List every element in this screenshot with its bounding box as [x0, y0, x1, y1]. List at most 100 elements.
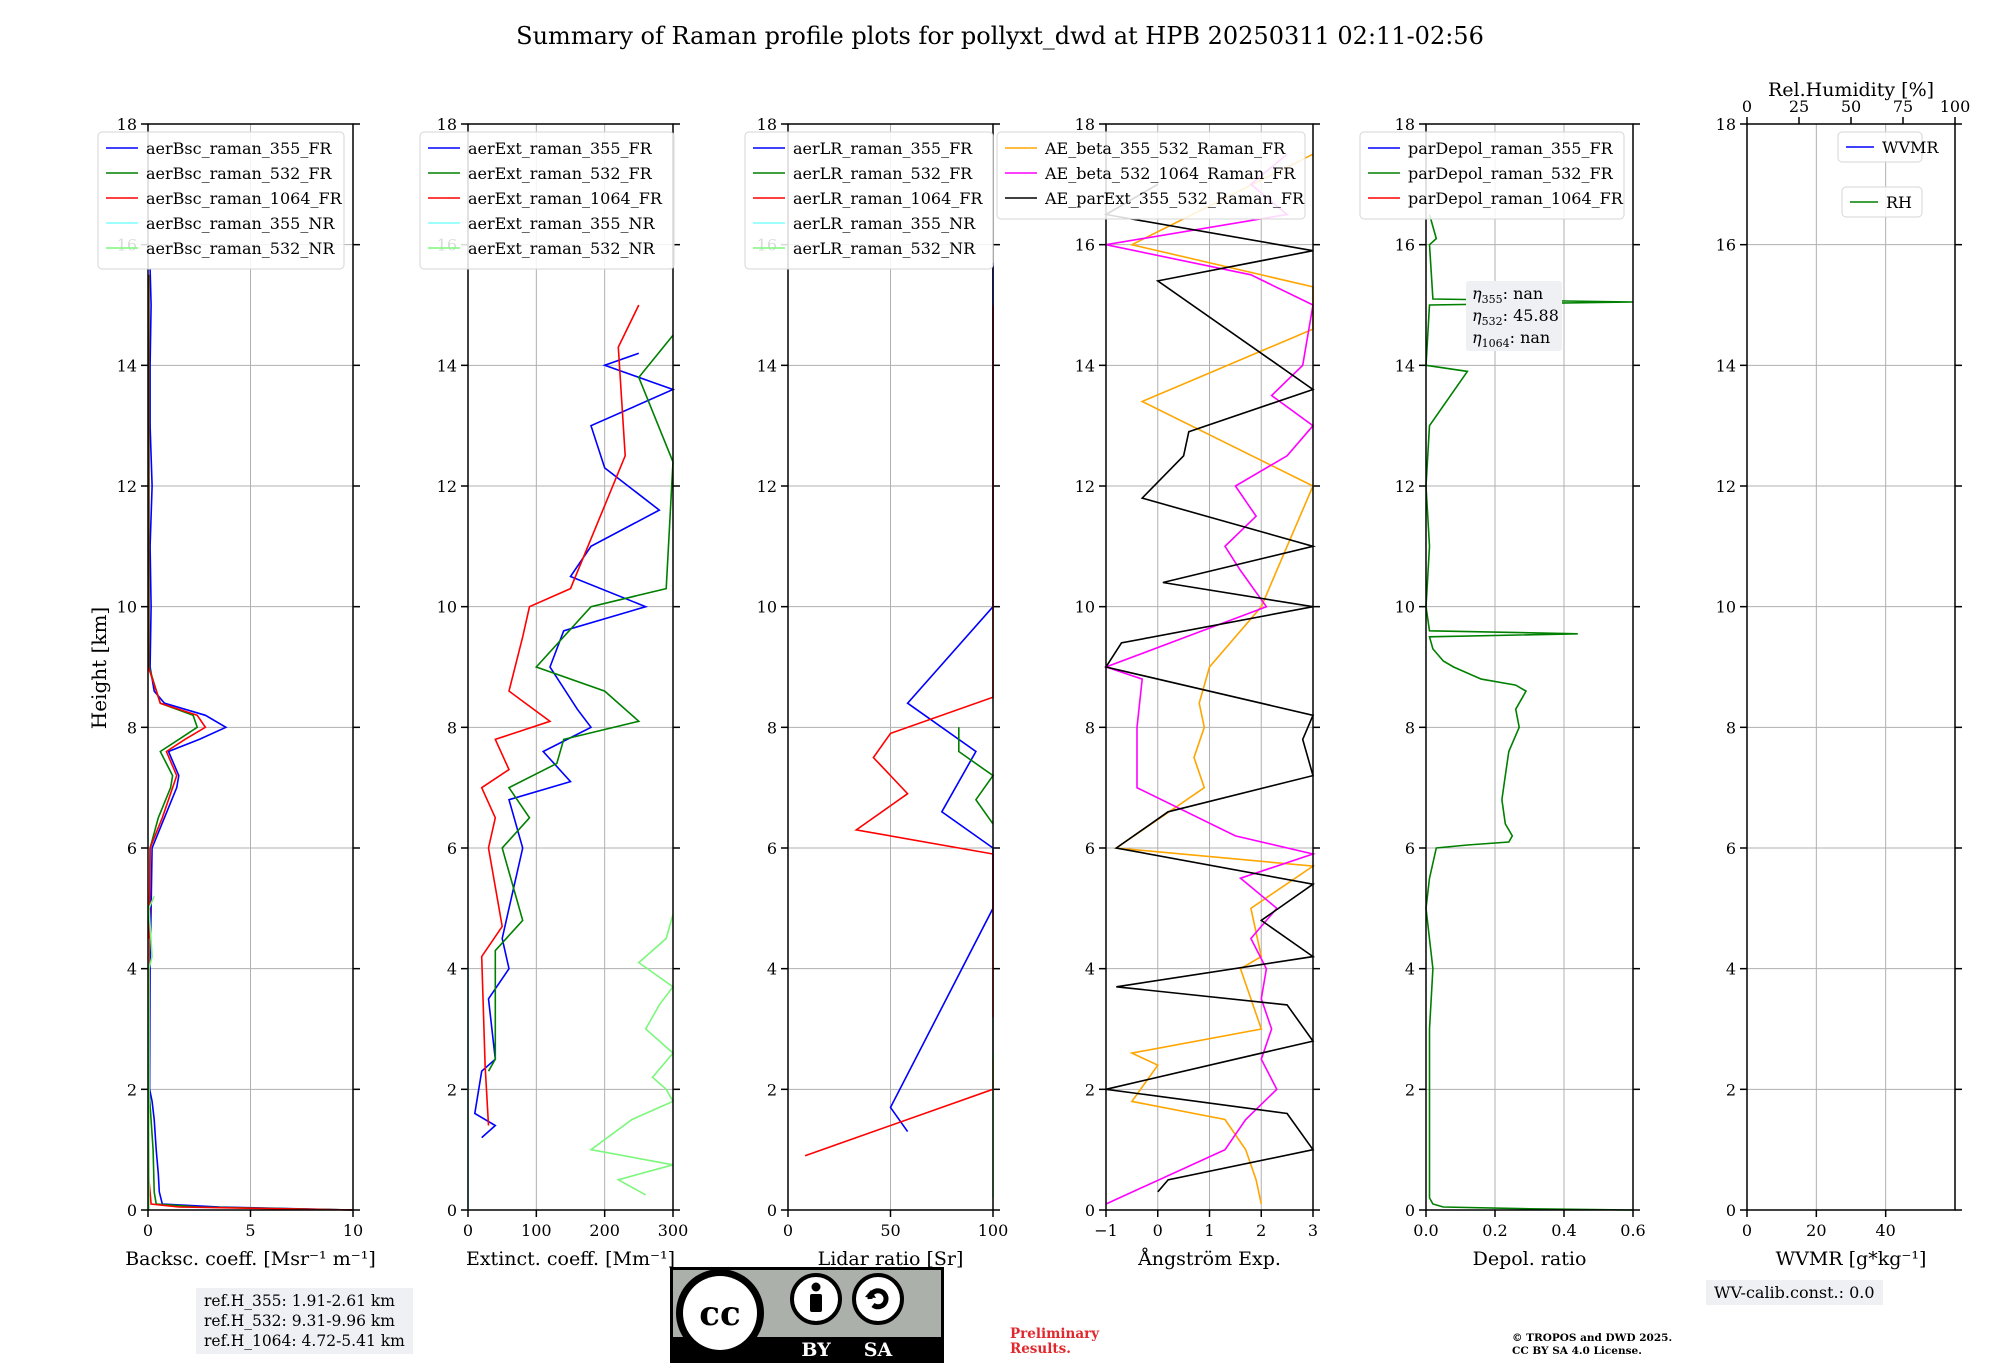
x-tick-label: 0.6	[1620, 1221, 1645, 1240]
series-line-aerBsc_raman_532_NR	[148, 895, 155, 1210]
y-tick-label: 6	[1726, 839, 1736, 858]
y-tick-label: 0	[767, 1201, 777, 1220]
legend-label: aerLR_raman_355_FR	[793, 139, 973, 158]
panel-6: 0 2 4 6 8 10 12 14 16 18 0 20 40 WVMR [g*kg⁻¹] 0 25 50 75…	[1716, 79, 1971, 1270]
plot-frame	[1746, 123, 1956, 1211]
y-tick-label: 0	[1405, 1201, 1415, 1220]
eta-box	[1466, 281, 1562, 351]
x-tick-label: 20	[1806, 1221, 1826, 1240]
series-line-aerLR_raman_532_FR	[957, 727, 995, 825]
y-tick-label: 18	[1395, 115, 1415, 134]
x2-tick-label: 0	[1742, 97, 1752, 116]
legend-label: aerLR_raman_532_FR	[793, 164, 973, 183]
x-tick-label: 0.4	[1551, 1221, 1576, 1240]
x-tick-label: 0	[1153, 1221, 1163, 1240]
legend-label: aerExt_raman_355_NR	[468, 214, 656, 233]
x-axis-label: Extinct. coeff. [Mm⁻¹]	[466, 1248, 675, 1270]
legend-box	[1837, 131, 1923, 163]
legend-label: aerLR_raman_1064_FR	[793, 189, 983, 208]
legend-label: aerExt_raman_355_FR	[468, 139, 653, 158]
x-tick-label: 0.0	[1413, 1221, 1438, 1240]
y-tick-label: 14	[1075, 356, 1095, 375]
legend-box	[419, 131, 675, 270]
cc-icon: cc BY SA	[670, 1267, 944, 1363]
y-tick-label: 14	[117, 356, 137, 375]
ref-height-532: ref.H_532: 9.31-9.96 km	[204, 1312, 395, 1330]
legend-label: AE_beta_355_532_Raman_FR	[1044, 139, 1286, 158]
preliminary-line-2: Results.	[1010, 1341, 1071, 1357]
panel-5: 0 2 4 6 8 10 12 14 16 18 0.0 0.2 0.4 0.6 Depol. ratio p…	[1359, 115, 1646, 1270]
y-tick-label: 12	[1395, 477, 1415, 496]
plot-frame	[147, 123, 354, 1211]
x-tick-label: 0	[143, 1221, 153, 1240]
legend-box	[1359, 131, 1625, 220]
copyright-line-1: © TROPOS and DWD 2025.	[1512, 1332, 1673, 1344]
y-tick-label: 4	[1405, 960, 1415, 979]
panel-2: 0246810121416180100200300Extinct. coeff.…	[419, 115, 688, 1270]
y-tick-label: 8	[447, 718, 457, 737]
eta-label-1064: η1064: nan	[1472, 328, 1550, 350]
series-line-aerExt_raman_1064_FR	[480, 304, 640, 1126]
y-tick-label: 14	[1716, 356, 1736, 375]
y-tick-label: 16	[1716, 236, 1736, 255]
cc-sa-label: SA	[864, 1339, 893, 1361]
y-axis-label: Height [km]	[87, 607, 111, 729]
legend-label: aerExt_raman_532_NR	[468, 239, 656, 258]
series-line-aerExt_raman_532_NR	[589, 914, 675, 1196]
x-tick-label: 0.2	[1482, 1221, 1507, 1240]
x-tick-label: 10	[343, 1221, 363, 1240]
x2-tick-label: 75	[1893, 97, 1913, 116]
ref-height-355: ref.H_355: 1.91-2.61 km	[204, 1292, 395, 1310]
y-tick-label: 2	[1085, 1080, 1095, 1099]
y-tick-label: 14	[1395, 356, 1415, 375]
y-tick-label: 8	[127, 718, 137, 737]
copyright-line-2: CC BY SA 4.0 License.	[1512, 1345, 1642, 1357]
plot-frame	[467, 123, 674, 1211]
legend-label: AE_parExt_355_532_Raman_FR	[1044, 189, 1305, 208]
y-tick-label: 4	[1726, 960, 1736, 979]
y-tick-label: 18	[437, 115, 457, 134]
y-tick-label: 2	[1726, 1080, 1736, 1099]
y-tick-label: 6	[1085, 839, 1095, 858]
legend-box	[97, 131, 345, 270]
y-tick-label: 10	[117, 598, 137, 617]
y-tick-label: 10	[1075, 598, 1095, 617]
x-tick-label: 0	[1742, 1221, 1752, 1240]
eta-label-355: η355: nan	[1472, 284, 1543, 306]
cc-by-label: BY	[801, 1339, 831, 1361]
y-tick-label: 12	[117, 477, 137, 496]
y-tick-label: 2	[447, 1080, 457, 1099]
legend-label: aerExt_raman_1064_FR	[468, 189, 663, 208]
y-tick-label: 10	[1395, 598, 1415, 617]
legend-label: aerBsc_raman_532_NR	[146, 239, 335, 258]
x-tick-label: 2	[1256, 1221, 1266, 1240]
legend-box	[744, 131, 994, 270]
y-tick-label: 2	[767, 1080, 777, 1099]
preliminary-results-note: Preliminary Results.	[1010, 1327, 1099, 1357]
series-line-aerExt_raman_355_FR	[473, 352, 676, 1139]
wv-calibration-constant: WV-calib.const.: 0.0	[1706, 1280, 1883, 1305]
x-tick-label: 50	[880, 1221, 900, 1240]
y-tick-label: 10	[1716, 598, 1736, 617]
y-tick-label: 4	[1085, 960, 1095, 979]
copyright-note: © TROPOS and DWD 2025. CC BY SA 4.0 Lice…	[1512, 1332, 1672, 1358]
x2-tick-label: 100	[1940, 97, 1971, 116]
legend-label: aerBsc_raman_532_FR	[146, 164, 332, 183]
plot-frame	[1425, 123, 1634, 1211]
legend-label: parDepol_raman_355_FR	[1408, 139, 1614, 158]
y-tick-label: 14	[437, 356, 457, 375]
x-tick-label: 0	[783, 1221, 793, 1240]
y-tick-label: 0	[1085, 1201, 1095, 1220]
x-tick-label: 3	[1308, 1221, 1318, 1240]
legend-label: RH	[1886, 193, 1912, 212]
y-tick-label: 18	[1716, 115, 1736, 134]
x-axis-label: Backsc. coeff. [Msr⁻¹ m⁻¹]	[125, 1248, 376, 1270]
reference-heights-box: ref.H_355: 1.91-2.61 km ref.H_532: 9.31-…	[196, 1288, 413, 1354]
y-tick-label: 8	[1085, 718, 1095, 737]
page-title: Summary of Raman profile plots for polly…	[516, 22, 1484, 50]
y-tick-label: 16	[1395, 236, 1415, 255]
x-tick-label: 200	[589, 1221, 620, 1240]
